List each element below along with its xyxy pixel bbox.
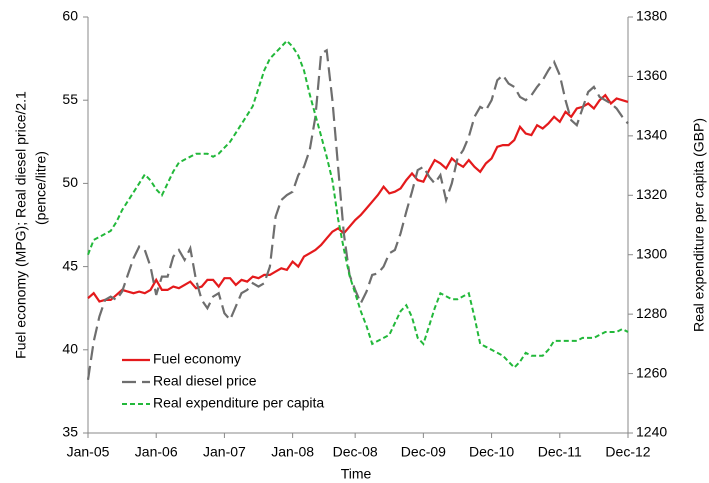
- y2-tick-label: 1260: [636, 364, 667, 380]
- y2-tick-label: 1380: [636, 8, 667, 24]
- y2-tick-label: 1240: [636, 424, 667, 440]
- x-tick-label: Jan-07: [203, 444, 246, 460]
- x-tick-label: Jan-08: [271, 444, 314, 460]
- x-tick-label: Jan-06: [135, 444, 178, 460]
- series-line: [87, 93, 629, 303]
- series-line: [87, 39, 629, 370]
- y2-tick-label: 1360: [636, 67, 667, 83]
- y-axis-title: (pence/litre): [33, 151, 49, 225]
- y-tick-label: 45: [62, 257, 78, 273]
- y-tick-label: 60: [62, 8, 78, 24]
- y2-tick-label: 1340: [636, 127, 667, 143]
- y-axis-title: Fuel economy (MPG); Real diesel price/2.…: [13, 91, 29, 359]
- y2-axis-title: Real expenditure per capita (GBP): [691, 118, 707, 332]
- x-tick-label: Dec-12: [605, 444, 650, 460]
- series-line: [86, 48, 629, 380]
- y-tick-label: 40: [62, 341, 78, 357]
- y2-tick-label: 1300: [636, 245, 667, 261]
- y-tick-label: 55: [62, 91, 78, 107]
- x-tick-label: Dec-09: [401, 444, 446, 460]
- y2-tick-label: 1320: [636, 186, 667, 202]
- legend-label: Real diesel price: [153, 373, 257, 389]
- y2-tick-label: 1280: [636, 305, 667, 321]
- legend-label: Fuel economy: [153, 351, 241, 367]
- x-tick-label: Dec-10: [469, 444, 514, 460]
- y-tick-label: 50: [62, 174, 78, 190]
- y-tick-label: 35: [62, 424, 78, 440]
- x-axis-title: Time: [341, 466, 372, 482]
- x-tick-label: Dec-11: [538, 444, 582, 460]
- x-tick-label: Jan-05: [67, 444, 110, 460]
- legend-label: Real expenditure per capita: [153, 395, 324, 411]
- x-tick-label: Dec-08: [333, 444, 378, 460]
